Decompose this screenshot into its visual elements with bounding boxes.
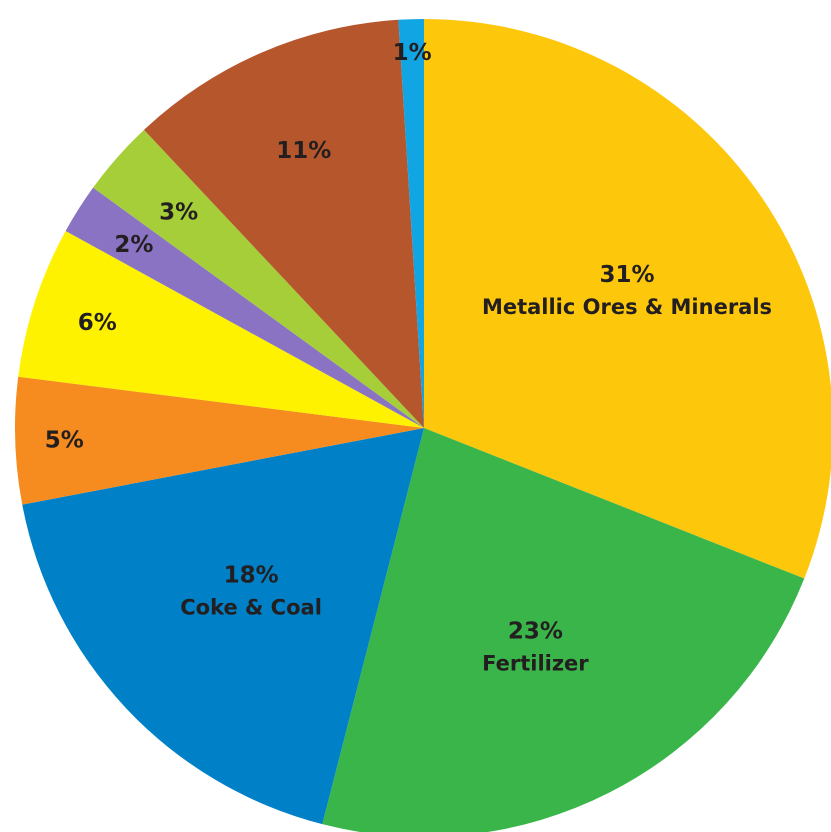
pie-slice [424, 19, 831, 579]
pie-slice [144, 19, 424, 429]
slice-category-label: Metallic Ores & Minerals [482, 295, 772, 319]
slice-percent-label: 11% [276, 138, 331, 164]
slice-category-label: Coke & Coal [180, 595, 322, 619]
slice-category-label: Fertilizer [482, 652, 589, 676]
pie-slice [22, 428, 425, 825]
slice-percent-label: 23% [508, 619, 563, 645]
pie-slice [93, 129, 425, 428]
pie-slice [322, 428, 805, 832]
slice-percent-label: 2% [114, 232, 153, 258]
slice-percent-label: 1% [393, 40, 432, 66]
slice-percent-label: 3% [159, 200, 198, 226]
pie-slice [15, 376, 424, 505]
pie-labels: 31% Metallic Ores & Minerals 23% Fertilizer… [45, 40, 772, 676]
pie-slices [15, 19, 831, 832]
slice-percent-label: 6% [78, 310, 117, 336]
slice-percent-label: 18% [224, 562, 279, 588]
pie-slice [398, 19, 424, 428]
slice-percent-label: 5% [45, 427, 84, 453]
pie-slice [18, 230, 424, 428]
slice-percent-label: 31% [599, 262, 654, 288]
pie-slice [65, 187, 424, 428]
